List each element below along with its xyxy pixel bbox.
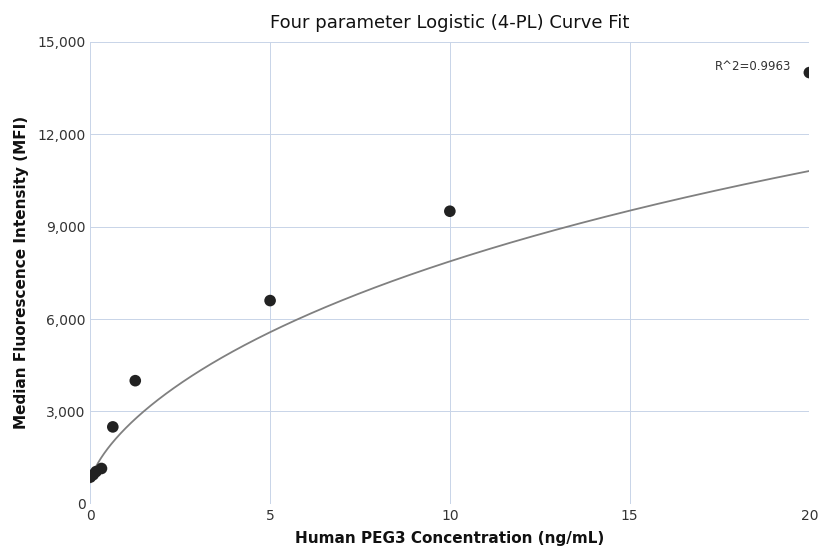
Y-axis label: Median Fluorescence Intensity (MFI): Median Fluorescence Intensity (MFI) <box>14 116 29 430</box>
Title: Four parameter Logistic (4-PL) Curve Fit: Four parameter Logistic (4-PL) Curve Fit <box>270 14 630 32</box>
Point <box>84 473 97 482</box>
Point <box>803 68 816 77</box>
Text: R^2=0.9963: R^2=0.9963 <box>715 60 791 73</box>
Point <box>95 464 108 473</box>
Point <box>443 207 457 216</box>
Point <box>89 467 102 476</box>
Point <box>106 422 120 431</box>
Point <box>87 470 100 479</box>
X-axis label: Human PEG3 Concentration (ng/mL): Human PEG3 Concentration (ng/mL) <box>295 531 605 546</box>
Point <box>264 296 277 305</box>
Point <box>129 376 142 385</box>
